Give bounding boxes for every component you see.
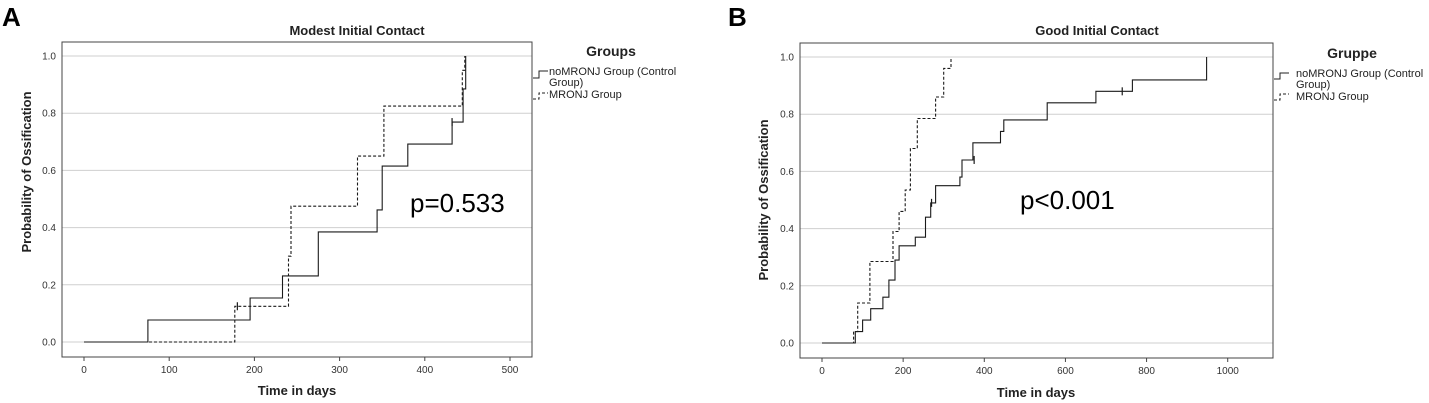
y-tick-label: 1.0 [780,53,794,64]
y-tick-label: 0.2 [42,280,56,291]
x-axis-title-b: Time in days [997,385,1076,400]
legend-title-a: Groups [586,43,636,59]
series-layer-a [84,56,467,343]
y-tick-label: 0.4 [780,224,794,235]
series-layer-b [822,57,1208,344]
legend-entry-b-2: Group) [1296,79,1330,91]
legend-swatch-solid-a [533,70,548,79]
y-axis-title-b: Probability of Ossification [756,119,771,280]
legend-entry-b-1: noMRONJ Group (Control [1296,68,1423,80]
x-ticks-b: 0 200 400 600 800 1000 [819,358,1239,377]
x-tick-label: 400 [976,366,993,377]
legend-entry-b-3: MRONJ Group [1296,91,1369,103]
series-nomronj-line-a [84,56,467,343]
x-tick-label: 200 [246,365,263,376]
x-tick-label: 800 [1138,366,1155,377]
series-nomronj-line-b [822,57,1208,344]
panel-label-b: B [728,2,747,32]
chart-panel-a: A Modest Initial Contact 0.0 0.2 0.4 0.6 0.8… [2,2,676,398]
y-tick-label: 0.0 [780,339,794,350]
y-tick-label: 0.6 [780,167,794,178]
y-tick-label: 1.0 [42,52,56,63]
x-tick-label: 600 [1057,366,1074,377]
y-tick-label: 0.8 [42,109,56,120]
legend-a: Groups noMRONJ Group (Control Group) MRO… [533,43,676,101]
y-tick-label: 0.6 [42,166,56,177]
x-tick-label: 0 [819,366,825,377]
p-value-annotation-a: p=0.533 [410,188,505,218]
p-value-annotation-b: p<0.001 [1020,185,1115,215]
x-tick-label: 1000 [1217,366,1240,377]
chart-title-a: Modest Initial Contact [289,23,425,38]
legend-swatch-solid-b [1274,72,1289,80]
y-axis-title-a: Probability of Ossification [19,91,34,252]
y-tick-label: 0.2 [780,281,794,292]
legend-entry-a-3: MRONJ Group [549,89,622,101]
gridlines-a [62,55,532,343]
legend-title-b: Gruppe [1327,45,1377,61]
legend-b: Gruppe noMRONJ Group (Control Group) MRO… [1274,45,1423,103]
chart-panel-b: B Good Initial Contact 0.0 0.2 0.4 0.6 0.8 1.… [728,2,1423,400]
x-tick-label: 300 [331,365,348,376]
y-ticks-b: 0.0 0.2 0.4 0.6 0.8 1.0 [780,53,794,350]
panel-label-a: A [2,2,21,32]
chart-title-b: Good Initial Contact [1035,23,1159,38]
x-tick-label: 500 [502,365,519,376]
plot-frame-b [799,42,1274,359]
x-ticks-a: 0 100 200 300 400 500 [81,357,519,376]
y-ticks-a: 0.0 0.2 0.4 0.6 0.8 1.0 [42,52,56,349]
x-axis-title-a: Time in days [258,383,337,398]
y-tick-label: 0.0 [42,338,56,349]
legend-entry-a-1: noMRONJ Group (Control [549,66,676,78]
x-tick-label: 200 [895,366,912,377]
series-mronj-line-a [84,56,466,343]
gridlines-b [800,56,1273,344]
legend-entry-a-2: Group) [549,77,583,89]
x-tick-label: 0 [81,365,87,376]
legend-swatch-dashed-b [1274,93,1289,101]
x-tick-label: 400 [416,365,433,376]
legend-swatch-dashed-a [533,92,548,100]
plot-frame-a [61,41,533,358]
x-tick-label: 100 [161,365,178,376]
series-mronj-line-b [822,57,952,344]
y-tick-label: 0.8 [780,110,794,121]
y-tick-label: 0.4 [42,223,56,234]
